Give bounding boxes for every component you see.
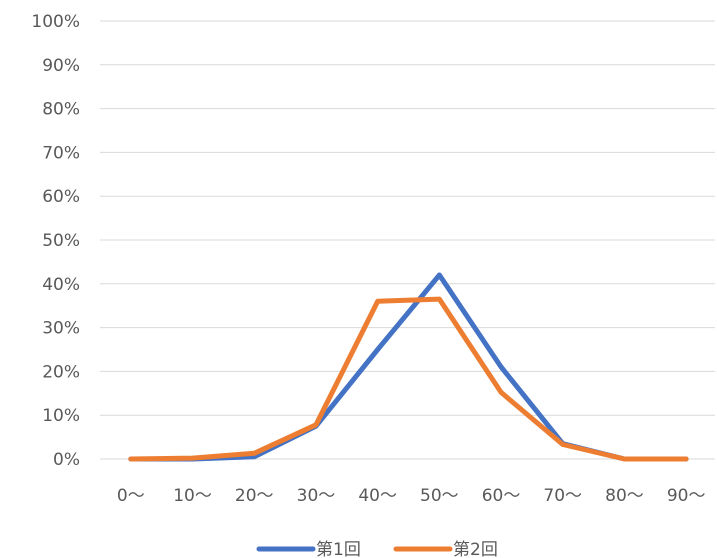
y-tick-label: 0% bbox=[53, 450, 80, 470]
x-tick-label: 10～ bbox=[173, 486, 212, 506]
series-line-2 bbox=[128, 296, 689, 462]
y-tick-label: 30% bbox=[42, 319, 80, 339]
y-tick-label: 40% bbox=[42, 275, 80, 295]
legend-label: 第1回 bbox=[316, 540, 361, 558]
x-tick-label: 90～ bbox=[667, 486, 706, 506]
legend: 第1回 第2回 bbox=[256, 540, 498, 558]
x-axis-ticks: 0～ 10～ 20～ 30～ 40～ 50～ 60～ 70～ 80～ 90～ bbox=[117, 486, 706, 506]
x-tick-label: 80～ bbox=[605, 486, 644, 506]
x-tick-label: 70～ bbox=[543, 486, 582, 506]
x-tick-label: 30～ bbox=[297, 486, 336, 506]
series-lines bbox=[128, 272, 689, 462]
x-tick-label: 0～ bbox=[117, 486, 145, 506]
x-tick-label: 60～ bbox=[482, 486, 521, 506]
y-tick-label: 80% bbox=[42, 100, 80, 120]
y-axis-ticks: 0% 10% 20% 30% 40% 50% 60% 70% 80% 90% 100% bbox=[31, 12, 80, 470]
y-tick-label: 60% bbox=[42, 187, 80, 207]
x-tick-label: 40～ bbox=[358, 486, 397, 506]
y-tick-label: 50% bbox=[42, 231, 80, 251]
y-tick-label: 20% bbox=[42, 362, 80, 382]
gridlines bbox=[100, 20, 715, 460]
y-tick-label: 90% bbox=[42, 56, 80, 76]
x-tick-label: 20～ bbox=[235, 486, 274, 506]
x-tick-label: 50～ bbox=[420, 486, 459, 506]
y-tick-label: 70% bbox=[42, 143, 80, 163]
legend-label: 第2回 bbox=[453, 540, 498, 558]
y-tick-label: 10% bbox=[42, 406, 80, 426]
y-tick-label: 100% bbox=[31, 12, 80, 32]
